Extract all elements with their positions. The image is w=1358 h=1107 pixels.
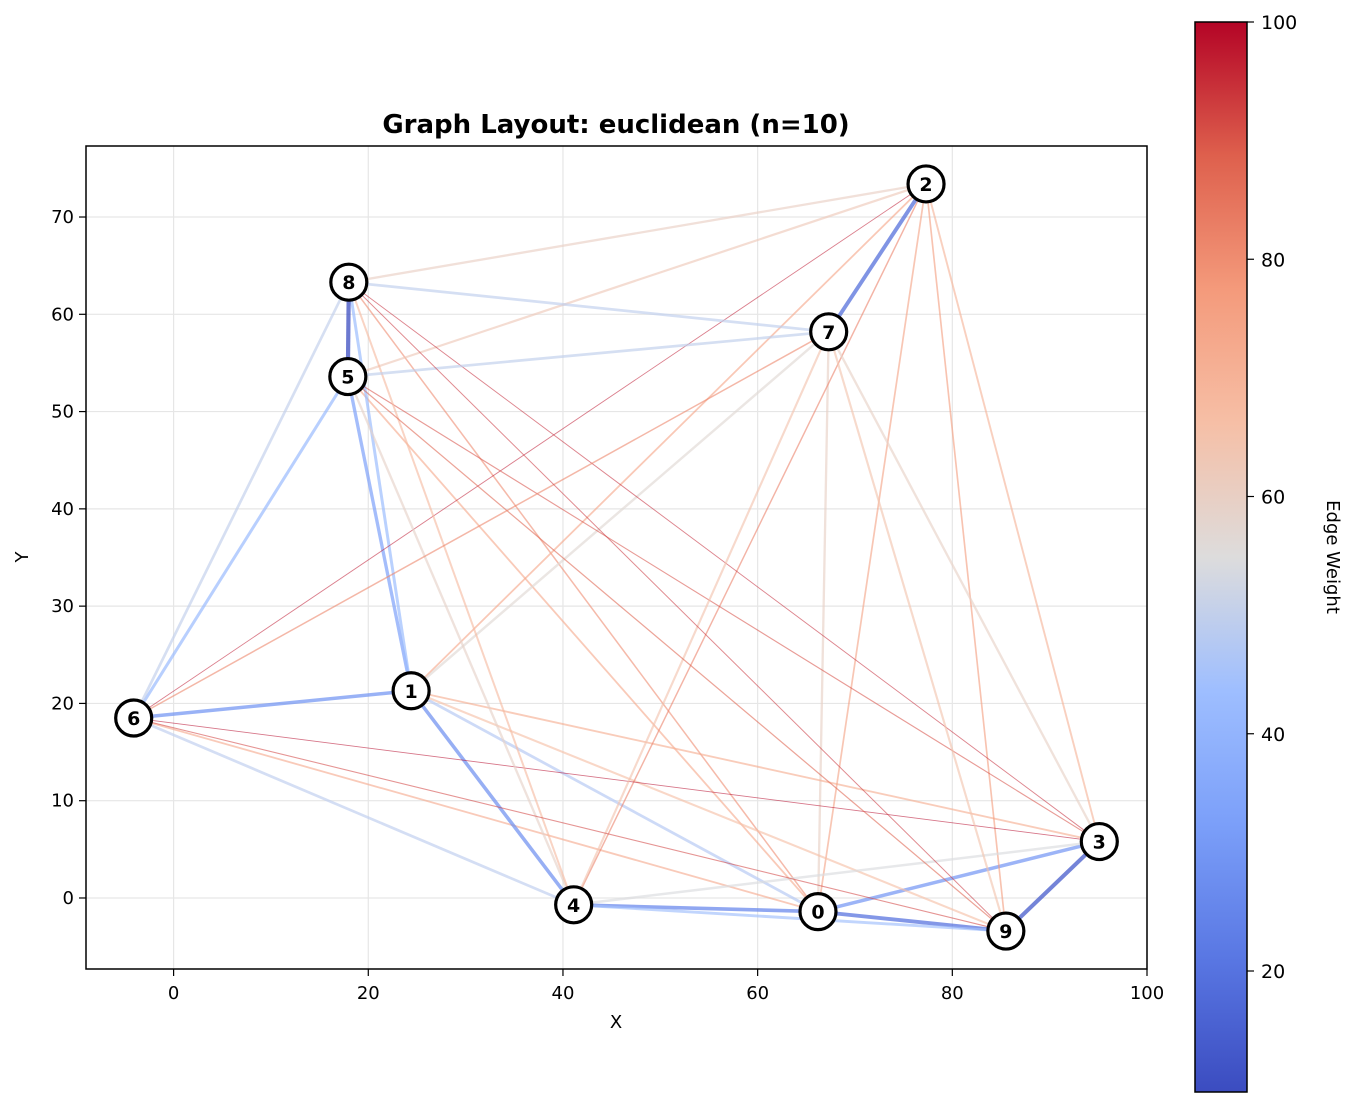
x-tick-label: 0	[168, 983, 179, 1004]
node-8	[329, 262, 369, 302]
colorbar-gradient	[1194, 21, 1248, 1093]
edge-0-1	[410, 689, 819, 913]
edge-4-7	[572, 331, 830, 906]
node-4	[554, 885, 594, 925]
y-tick-label: 40	[51, 499, 74, 520]
edge-2-7	[827, 182, 928, 333]
edge-4-6	[133, 716, 575, 907]
x-axis-label: X	[610, 1012, 622, 1033]
chart-title: Graph Layout: euclidean (n=10)	[382, 110, 849, 140]
node-label-1: 1	[404, 681, 417, 703]
colorbar-tick-label: 80	[1261, 249, 1285, 271]
edge-1-8	[347, 281, 413, 691]
y-tick-label: 50	[51, 402, 74, 423]
edge-5-7	[347, 330, 829, 378]
node-label-9: 9	[999, 921, 1012, 943]
node-label-4: 4	[567, 895, 580, 917]
plot-area-frame	[85, 145, 1148, 970]
node-0	[798, 892, 838, 932]
y-tick-label: 70	[51, 207, 74, 228]
node-5	[328, 356, 368, 397]
node-label-8: 8	[342, 272, 355, 294]
x-tick-label: 60	[746, 983, 769, 1004]
node-label-6: 6	[127, 708, 140, 730]
edge-2-6	[133, 183, 927, 719]
edge-7-9	[827, 331, 1007, 932]
colorbar-tick-label: 60	[1261, 487, 1285, 509]
edge-4-5	[346, 376, 575, 906]
y-tick-label: 30	[51, 596, 74, 617]
edge-0-3	[817, 839, 1100, 914]
edge-0-2	[817, 183, 927, 912]
node-label-0: 0	[811, 902, 824, 924]
edge-2-5	[347, 182, 927, 378]
node-label-3: 3	[1093, 832, 1106, 854]
y-tick-label: 10	[51, 791, 74, 812]
edges	[132, 182, 1101, 933]
y-tick-label: 0	[63, 888, 74, 909]
colorbar-tick-label: 40	[1261, 724, 1285, 746]
edge-5-6	[132, 375, 350, 719]
node-1	[391, 671, 431, 711]
edge-5-9	[347, 376, 1007, 932]
edge-2-4	[573, 183, 927, 906]
grid-lines	[86, 146, 1148, 969]
edge-1-7	[410, 330, 830, 692]
y-axis-label: Y	[12, 551, 33, 564]
edge-2-3	[925, 183, 1101, 842]
edge-3-4	[573, 840, 1100, 907]
edge-1-2	[410, 183, 927, 692]
nodes: 0 1 2 3 4 5 6 7 8 9	[114, 164, 1119, 951]
node-2	[906, 164, 946, 204]
node-label-5: 5	[341, 367, 354, 389]
colorbar-tick-label: 20	[1261, 961, 1285, 983]
edge-4-9	[573, 903, 1006, 933]
edge-0-6	[133, 717, 819, 913]
node-9	[986, 911, 1026, 951]
edge-1-5	[346, 376, 413, 692]
edge-6-9	[133, 717, 1006, 932]
node-label-7: 7	[822, 322, 835, 344]
edge-2-8	[348, 182, 927, 284]
edge-7-8	[348, 280, 829, 334]
edge-1-3	[410, 689, 1100, 843]
colorbar: 20 40 60 80 100 Edge Weight	[1194, 12, 1343, 1093]
x-tick-label: 80	[941, 983, 964, 1004]
y-tick-label: 20	[51, 693, 74, 714]
edge-1-6	[133, 689, 412, 720]
node-label-2: 2	[919, 174, 932, 196]
x-tick-label: 40	[552, 983, 575, 1004]
y-tick-label: 60	[51, 304, 74, 325]
x-axis: 0 20 40 60 80 100	[168, 969, 1164, 1004]
node-6	[114, 698, 154, 738]
x-tick-label: 100	[1130, 983, 1164, 1004]
edge-8-9	[348, 281, 1007, 932]
edge-1-4	[409, 689, 576, 906]
edge-3-9	[1004, 840, 1101, 933]
edge-2-9	[925, 183, 1007, 932]
edge-3-8	[348, 281, 1100, 842]
edge-4-8	[347, 281, 575, 906]
colorbar-label: Edge Weight	[1322, 500, 1343, 614]
node-3	[1079, 821, 1119, 862]
edge-0-7	[816, 331, 830, 912]
y-axis: 0 10 20 30 40 50 60 70	[51, 207, 86, 909]
edge-6-7	[133, 331, 830, 719]
edge-3-5	[347, 376, 1100, 843]
edge-6-8	[132, 281, 351, 719]
edge-3-6	[133, 717, 1100, 843]
node-7	[809, 312, 849, 352]
x-tick-label: 20	[357, 983, 380, 1004]
edge-0-8	[348, 281, 819, 913]
colorbar-tick-label: 100	[1261, 12, 1297, 34]
colorbar-ticks: 20 40 60 80 100	[1247, 12, 1297, 983]
edge-3-7	[827, 331, 1101, 843]
